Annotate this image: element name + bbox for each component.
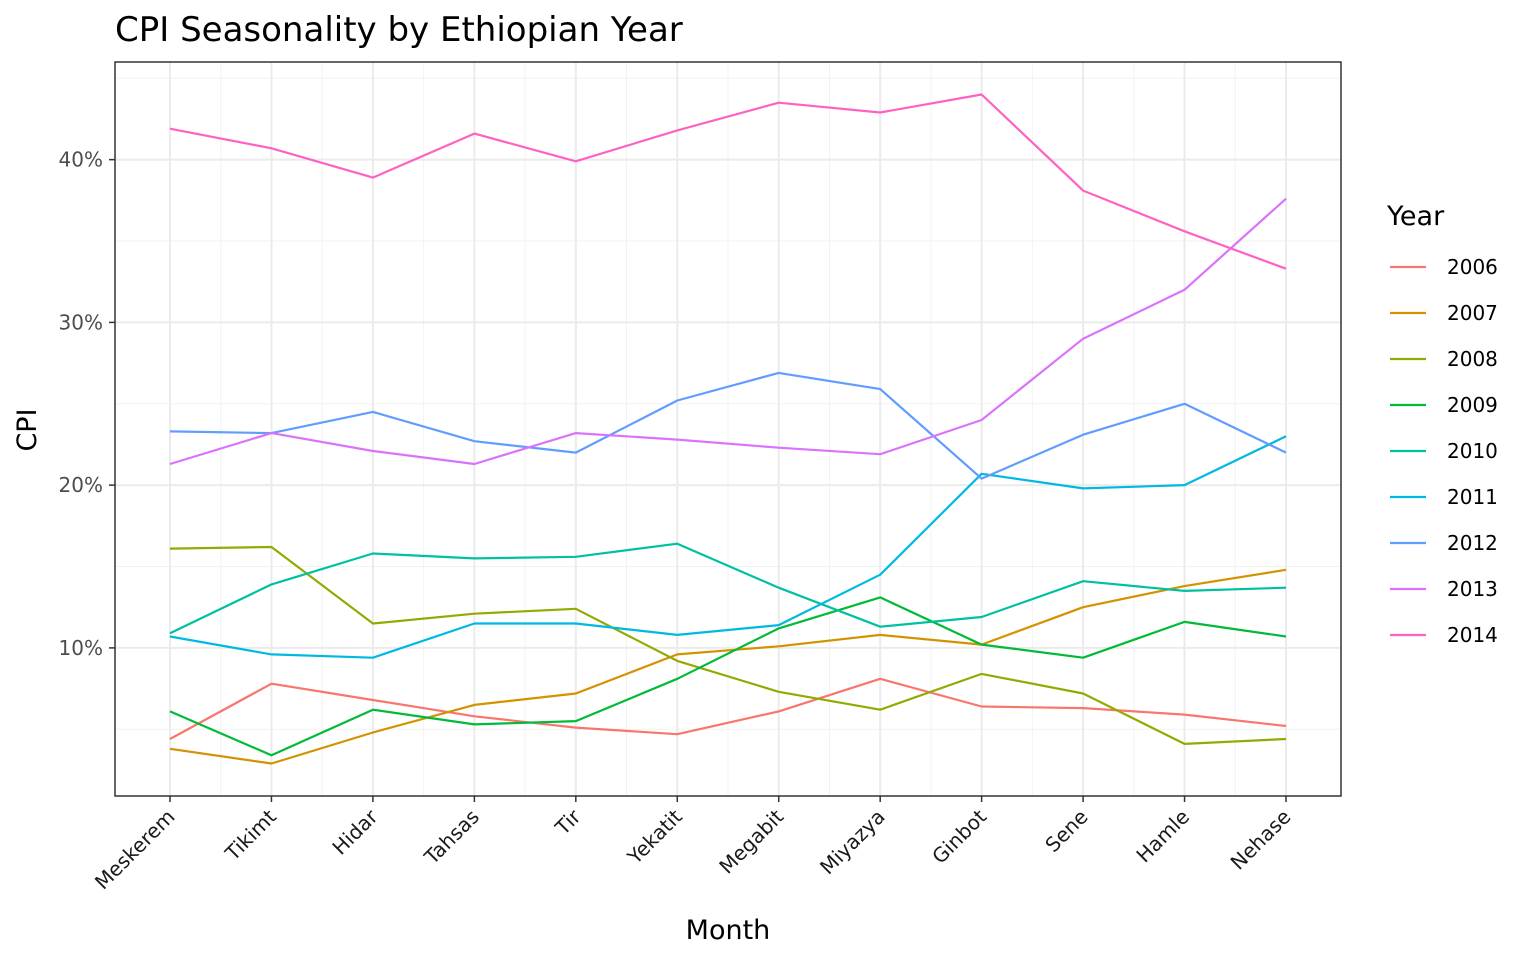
series-line-2008 [169, 545, 1287, 746]
legend: Year 2006 2007 2008 2009 2010 2011 2012 2013 201… [1386, 201, 1498, 647]
legend-label-2014: 2014 [1447, 623, 1498, 647]
series-line-2006 [169, 677, 1287, 740]
x-tick-label: Megabit [714, 804, 788, 878]
x-tick-label: Hidar [327, 804, 383, 860]
series-line-2012 [169, 371, 1287, 480]
legend-label-2012: 2012 [1447, 531, 1498, 555]
y-tick-label: 30% [59, 310, 103, 334]
y-tick-label: 10% [59, 636, 103, 660]
x-tick-label: Sene [1040, 805, 1092, 857]
panel-border [114, 61, 1342, 797]
x-tick-label: Meskerem [90, 805, 180, 895]
x-tick-label: Tikimt [220, 804, 281, 865]
series-line-2007 [169, 568, 1287, 765]
series-line-2009 [169, 596, 1287, 757]
legend-label-2013: 2013 [1447, 577, 1498, 601]
series-line-2014 [169, 93, 1287, 270]
series-line-2011 [169, 435, 1287, 659]
legend-label-2008: 2008 [1447, 347, 1498, 371]
plot-panel [114, 61, 1342, 797]
legend-label-2006: 2006 [1447, 255, 1498, 279]
x-tick-label: Nehase [1226, 805, 1296, 875]
x-tick-label: Yekatit [622, 804, 687, 869]
legend-label-2009: 2009 [1447, 393, 1498, 417]
chart-title: CPI Seasonality by Ethiopian Year [115, 10, 683, 50]
x-tick-label: Ginbot [927, 804, 991, 868]
legend-label-2011: 2011 [1447, 485, 1498, 509]
y-tick-label: 40% [59, 148, 103, 172]
y-tick-label: 20% [59, 473, 103, 497]
legend-title: Year [1386, 201, 1445, 232]
series-line-2013 [169, 197, 1287, 466]
x-tick-label: Miyazya [815, 805, 890, 880]
y-axis-title: CPI [12, 408, 43, 451]
legend-label-2010: 2010 [1447, 439, 1498, 463]
x-tick-label: Tir [550, 804, 586, 840]
legend-label-2007: 2007 [1447, 301, 1498, 325]
x-tick-label: Tahsas [419, 805, 484, 870]
x-tick-label: Hamle [1131, 805, 1194, 868]
x-axis-title: Month [686, 915, 771, 946]
series-line-2010 [169, 542, 1287, 635]
